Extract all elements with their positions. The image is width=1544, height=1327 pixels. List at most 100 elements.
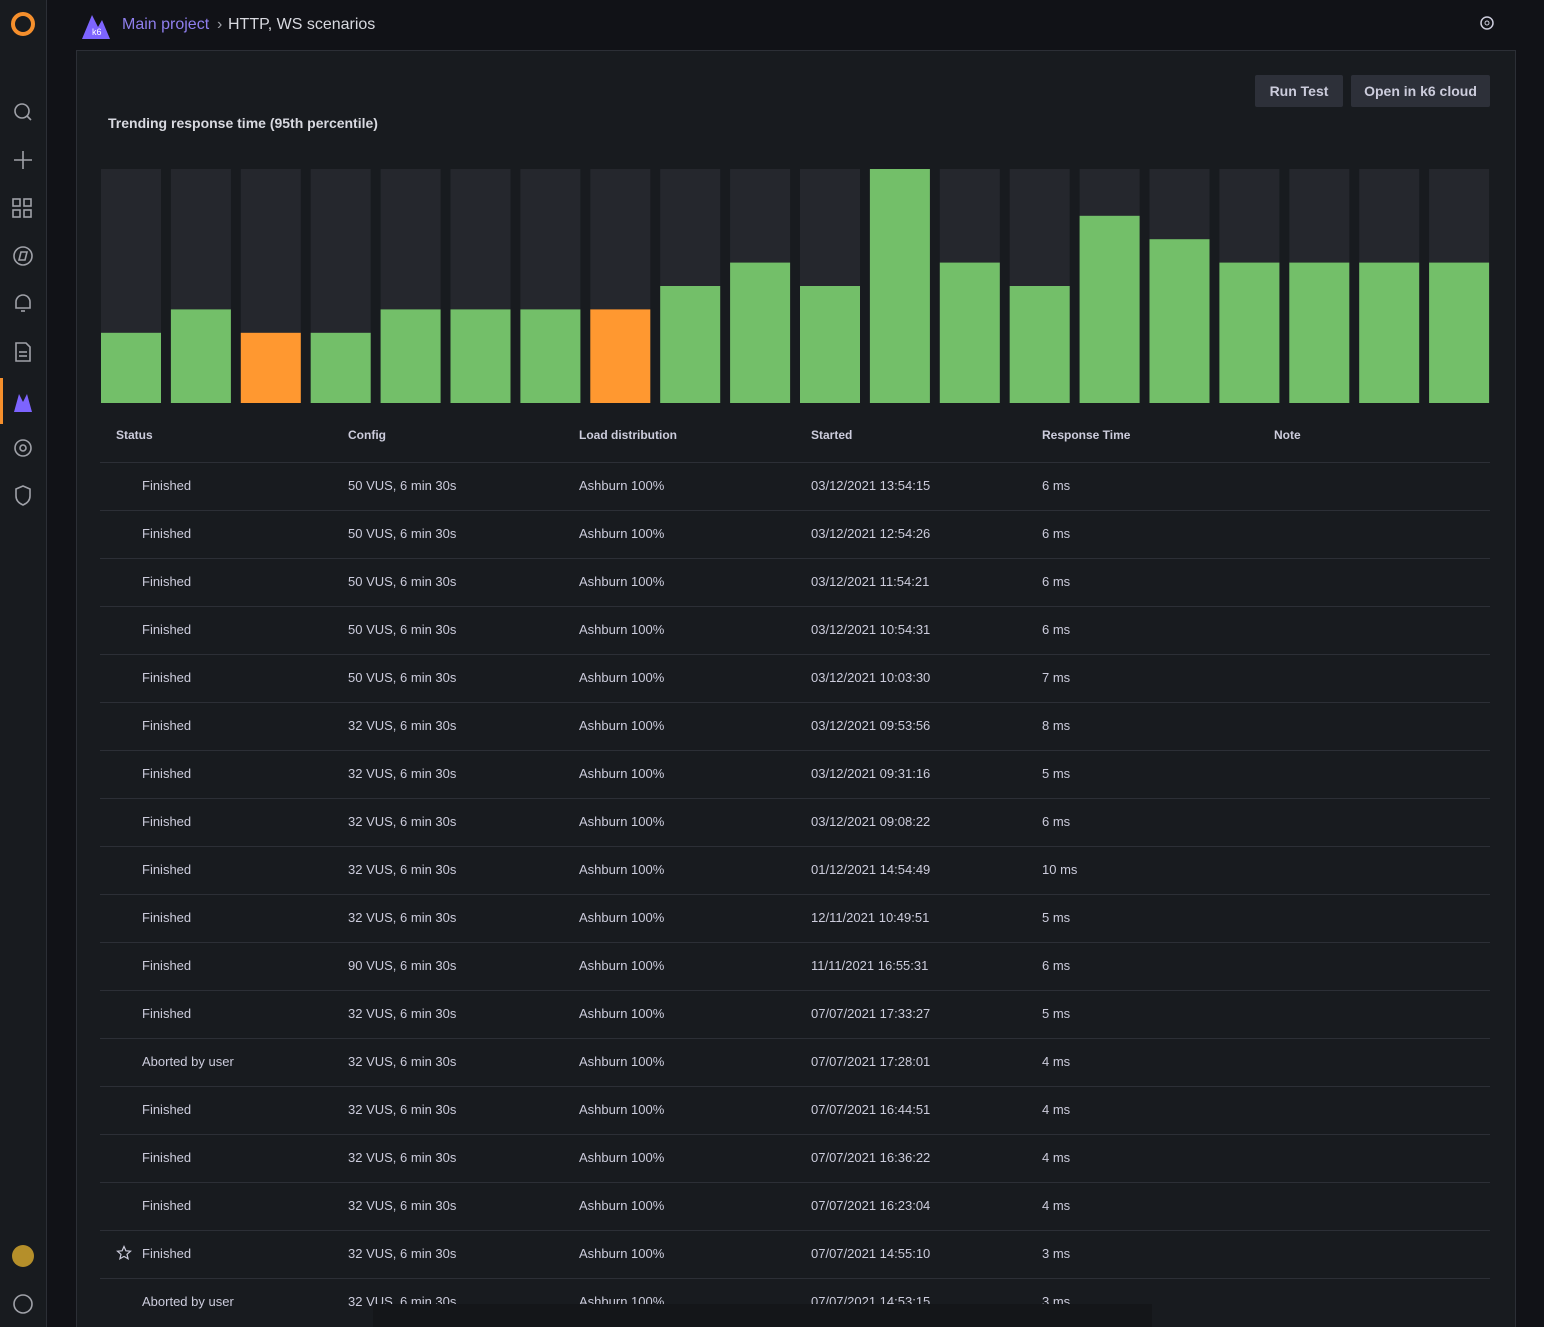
bar xyxy=(590,309,651,403)
k6-logo: k6 xyxy=(82,15,110,39)
bar xyxy=(520,309,581,403)
table-cell: 07/07/2021 14:55:10 xyxy=(811,1246,931,1261)
row-separator xyxy=(100,846,1490,847)
bar xyxy=(1429,262,1490,403)
table-cell: 12/11/2021 10:49:51 xyxy=(811,910,930,925)
bar xyxy=(101,332,161,403)
table-cell: 6 ms xyxy=(1042,814,1071,829)
table-cell: 3 ms xyxy=(1042,1246,1071,1261)
table-cell: Finished xyxy=(142,478,192,493)
bar xyxy=(450,309,511,403)
row-separator xyxy=(100,606,1490,607)
column-header: Status xyxy=(116,428,153,442)
table-cell: 07/07/2021 17:28:01 xyxy=(811,1054,931,1069)
open-cloud-button[interactable]: Open in k6 cloud xyxy=(1351,75,1490,107)
table-cell: 03/12/2021 10:03:30 xyxy=(811,670,931,685)
sidebar-icons xyxy=(0,12,35,1314)
table-cell: Finished xyxy=(142,1006,192,1021)
explore-icon[interactable] xyxy=(13,246,33,266)
table-cell: 5 ms xyxy=(1042,910,1071,925)
help-icon[interactable] xyxy=(13,1294,33,1314)
user-avatar[interactable] xyxy=(12,1245,34,1267)
table-cell: Ashburn 100% xyxy=(579,1006,665,1021)
table-cell: Finished xyxy=(142,862,192,877)
table-cell: 03/12/2021 11:54:21 xyxy=(811,574,930,589)
table-cell: Ashburn 100% xyxy=(579,1150,665,1165)
table-cell: Finished xyxy=(142,766,192,781)
table-cell: 32 VUS, 6 min 30s xyxy=(348,766,457,781)
row-separator xyxy=(100,1230,1490,1231)
column-header: Config xyxy=(348,428,386,442)
row-separator xyxy=(100,750,1490,751)
table-cell: 32 VUS, 6 min 30s xyxy=(348,718,457,733)
grafana-logo[interactable] xyxy=(11,12,35,36)
table-cell: 4 ms xyxy=(1042,1054,1071,1069)
table-cell: 32 VUS, 6 min 30s xyxy=(348,1006,457,1021)
table-cell: 4 ms xyxy=(1042,1102,1071,1117)
table-cell: Ashburn 100% xyxy=(579,1198,665,1213)
table-cell: 07/07/2021 16:23:04 xyxy=(811,1198,931,1213)
reports-icon[interactable] xyxy=(15,342,31,362)
table-cell: 50 VUS, 6 min 30s xyxy=(348,478,457,493)
bar xyxy=(869,169,930,403)
table-cell: Ashburn 100% xyxy=(579,478,665,493)
table-cell: Ashburn 100% xyxy=(579,622,665,637)
table-cell: Ashburn 100% xyxy=(579,718,665,733)
row-separator xyxy=(100,894,1490,895)
table-cell: Finished xyxy=(142,814,192,829)
table-cell: 50 VUS, 6 min 30s xyxy=(348,622,457,637)
config-icon[interactable] xyxy=(14,439,32,457)
table-cell: Ashburn 100% xyxy=(579,670,665,685)
breadcrumb-project[interactable]: Main project xyxy=(122,16,210,33)
table-cell: 32 VUS, 6 min 30s xyxy=(348,1246,457,1261)
table-cell: 32 VUS, 6 min 30s xyxy=(348,1198,457,1213)
table-cell: 6 ms xyxy=(1042,478,1071,493)
row-separator xyxy=(100,654,1490,655)
table-cell: Finished xyxy=(142,1102,192,1117)
table-cell: 03/12/2021 10:54:31 xyxy=(811,622,931,637)
table-cell: Finished xyxy=(142,670,192,685)
table-cell: 4 ms xyxy=(1042,1150,1071,1165)
table-cell: Ashburn 100% xyxy=(579,574,665,589)
table-cell: 03/12/2021 09:53:56 xyxy=(811,718,931,733)
bar xyxy=(939,262,1000,403)
star-icon[interactable] xyxy=(116,1245,132,1265)
k6-icon[interactable] xyxy=(14,394,32,412)
table-cell: 32 VUS, 6 min 30s xyxy=(348,1102,457,1117)
bar xyxy=(380,309,441,403)
table-cell: 11/11/2021 16:55:31 xyxy=(811,958,929,973)
table-cell: 07/07/2021 16:36:22 xyxy=(811,1150,931,1165)
column-header: Started xyxy=(811,428,853,442)
table-cell: 32 VUS, 6 min 30s xyxy=(348,862,457,877)
search-icon[interactable] xyxy=(14,103,32,121)
active-indicator xyxy=(0,378,3,424)
bar xyxy=(660,286,721,403)
bar xyxy=(310,332,371,403)
row-separator xyxy=(100,1038,1490,1039)
create-icon[interactable] xyxy=(14,151,32,169)
table-cell: 6 ms xyxy=(1042,622,1071,637)
run-test-button[interactable]: Run Test xyxy=(1255,75,1343,107)
table-cell: 5 ms xyxy=(1042,766,1071,781)
shield-icon[interactable] xyxy=(15,485,31,506)
table-cell: 01/12/2021 14:54:49 xyxy=(811,862,931,877)
table-cell: 50 VUS, 6 min 30s xyxy=(348,670,457,685)
row-separator xyxy=(100,1086,1490,1087)
table-cell: 10 ms xyxy=(1042,862,1078,877)
table-cell: 32 VUS, 6 min 30s xyxy=(348,910,457,925)
table-cell: 32 VUS, 6 min 30s xyxy=(348,1054,457,1069)
table-cell: Ashburn 100% xyxy=(579,526,665,541)
table-cell: 07/07/2021 16:44:51 xyxy=(811,1102,931,1117)
row-separator xyxy=(100,510,1490,511)
row-separator xyxy=(100,462,1490,463)
alerting-icon[interactable] xyxy=(15,294,31,312)
row-separator xyxy=(100,1134,1490,1135)
table-cell: 6 ms xyxy=(1042,526,1071,541)
table-cell: 07/07/2021 17:33:27 xyxy=(811,1006,931,1021)
dashboards-icon[interactable] xyxy=(12,198,32,218)
bar xyxy=(1359,262,1420,403)
settings-icon[interactable] xyxy=(1478,14,1496,32)
table-cell: Ashburn 100% xyxy=(579,1246,665,1261)
table-cell: Finished xyxy=(142,1198,192,1213)
chart-title: Trending response time (95th percentile) xyxy=(108,115,378,131)
